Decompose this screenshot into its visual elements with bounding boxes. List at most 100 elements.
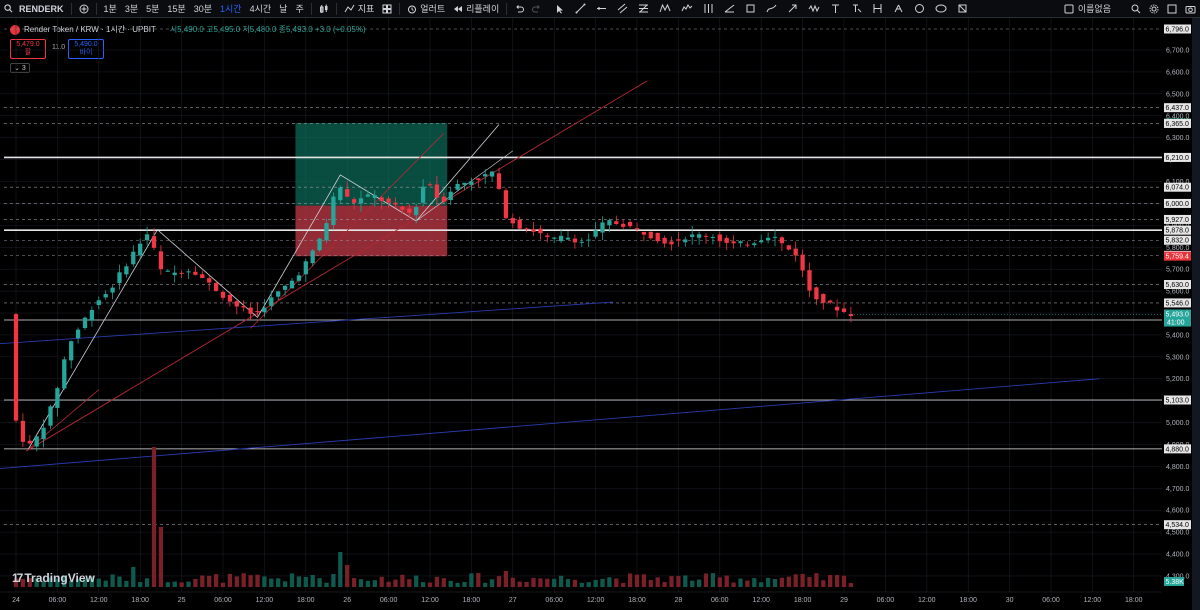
candle-114[interactable] <box>800 254 805 271</box>
candle-109[interactable] <box>765 237 771 241</box>
candle-101[interactable] <box>710 236 716 238</box>
candle-53[interactable] <box>379 197 384 202</box>
candle-45[interactable] <box>324 223 329 241</box>
candle-83[interactable] <box>586 239 591 241</box>
candle-81[interactable] <box>572 238 578 243</box>
candle-10[interactable] <box>82 317 88 329</box>
candle-121[interactable] <box>848 314 854 317</box>
candle-56[interactable] <box>400 206 405 210</box>
candle-33[interactable] <box>241 306 246 308</box>
fib-tool[interactable] <box>633 0 654 18</box>
candle-71[interactable] <box>503 190 509 219</box>
candle-116[interactable] <box>814 287 819 300</box>
candle-4[interactable] <box>41 427 46 440</box>
redo-button[interactable] <box>528 0 546 18</box>
candle-50[interactable] <box>358 198 364 204</box>
brush-tool[interactable] <box>761 0 782 18</box>
candle-99[interactable] <box>696 234 702 238</box>
candle-118[interactable] <box>828 300 833 303</box>
candle-47[interactable] <box>338 187 343 201</box>
candle-3[interactable] <box>34 436 39 447</box>
candle-17[interactable] <box>131 251 136 265</box>
candle-62[interactable] <box>441 196 446 202</box>
candle-119[interactable] <box>834 306 840 311</box>
candle-73[interactable] <box>517 219 522 229</box>
arrow-tool[interactable] <box>782 0 803 18</box>
candle-40[interactable] <box>289 280 295 289</box>
candle-16[interactable] <box>124 266 129 275</box>
candle-0[interactable] <box>13 314 19 421</box>
candle-25[interactable] <box>186 271 191 273</box>
candle-69[interactable] <box>489 171 495 177</box>
fullscreen-button[interactable] <box>1163 0 1181 18</box>
candle-94[interactable] <box>662 237 667 244</box>
candle-30[interactable] <box>220 291 226 298</box>
candle-46[interactable] <box>331 196 336 226</box>
path-tool[interactable] <box>803 0 825 18</box>
candle-15[interactable] <box>117 272 122 284</box>
candle-13[interactable] <box>103 294 108 298</box>
candle-120[interactable] <box>841 308 847 312</box>
chart-type-button[interactable] <box>315 0 333 18</box>
candle-31[interactable] <box>227 294 233 302</box>
layout-button[interactable]: 이름없음 <box>1060 0 1127 18</box>
candle-55[interactable] <box>393 202 398 205</box>
candle-41[interactable] <box>296 275 302 281</box>
sell-button[interactable]: 5,479.0 팔 <box>10 39 46 59</box>
candle-5[interactable] <box>48 406 53 426</box>
candle-86[interactable] <box>607 220 612 226</box>
time-axis[interactable]: 24 06:00 12:00 18:00 25 06:00 12:00 18:00 26 06:0… <box>0 591 1162 604</box>
candle-92[interactable] <box>648 231 653 239</box>
candle-78[interactable] <box>552 237 557 239</box>
candle-60[interactable] <box>427 184 433 186</box>
candle-115[interactable] <box>807 270 812 291</box>
tradingview-logo[interactable]: 17 TradingView <box>12 571 95 585</box>
candle-113[interactable] <box>793 248 798 256</box>
candle-76[interactable] <box>538 228 543 234</box>
candle-58[interactable] <box>414 207 419 216</box>
candle-59[interactable] <box>420 186 426 203</box>
candle-89[interactable] <box>627 221 633 227</box>
candle-88[interactable] <box>621 223 626 227</box>
candle-77[interactable] <box>545 235 550 237</box>
candle-52[interactable] <box>372 195 377 199</box>
candle-44[interactable] <box>317 238 322 251</box>
xabcd-pattern-tool[interactable] <box>654 0 676 18</box>
candle-61[interactable] <box>434 184 440 198</box>
candle-105[interactable] <box>738 241 743 244</box>
replay-button[interactable]: 리플레이 <box>449 0 503 18</box>
candle-43[interactable] <box>310 250 315 264</box>
candle-57[interactable] <box>407 208 412 213</box>
candle-82[interactable] <box>579 241 584 243</box>
candle-32[interactable] <box>234 301 239 307</box>
candle-9[interactable] <box>75 329 81 339</box>
candle-112[interactable] <box>786 245 791 250</box>
candle-96[interactable] <box>676 239 681 241</box>
candle-22[interactable] <box>165 270 170 272</box>
candle-65[interactable] <box>462 182 467 185</box>
candle-35[interactable] <box>255 311 260 313</box>
candle-111[interactable] <box>779 237 785 244</box>
candle-42[interactable] <box>303 261 308 275</box>
horizontal-ray-tool[interactable] <box>591 0 612 18</box>
candle-100[interactable] <box>703 235 709 237</box>
interval-3[interactable]: 15분 <box>167 4 186 14</box>
candle-6[interactable] <box>55 388 60 408</box>
trend-line-tool[interactable] <box>570 0 591 18</box>
candle-11[interactable] <box>89 310 95 321</box>
settings-button[interactable] <box>1145 0 1163 18</box>
undo-button[interactable] <box>510 0 528 18</box>
alert-button[interactable]: 얼러트 <box>403 0 449 18</box>
trend-line-red-rise[interactable] <box>250 133 445 329</box>
candle-106[interactable] <box>745 244 750 246</box>
templates-button[interactable] <box>378 0 396 18</box>
candle-34[interactable] <box>248 307 253 314</box>
candle-24[interactable] <box>179 272 184 274</box>
candle-90[interactable] <box>634 228 640 230</box>
interval-8[interactable]: 주 <box>295 4 304 14</box>
candle-49[interactable] <box>351 199 357 203</box>
candle-85[interactable] <box>600 222 605 233</box>
candle-79[interactable] <box>558 235 564 242</box>
candle-7[interactable] <box>62 359 67 389</box>
candle-12[interactable] <box>96 300 101 306</box>
